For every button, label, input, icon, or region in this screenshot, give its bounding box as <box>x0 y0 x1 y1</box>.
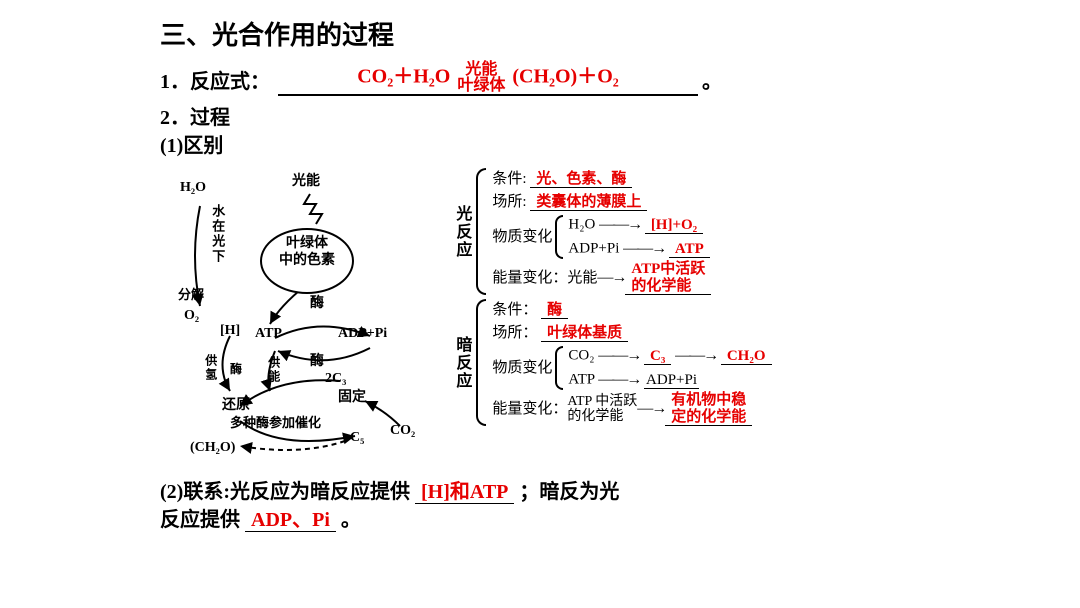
lbl-water-v: 水在光下 <box>208 204 226 264</box>
brace-icon <box>552 213 562 261</box>
lr-cond-lbl: 条件: <box>492 171 526 187</box>
foot-period: 。 <box>341 509 361 531</box>
lr-m2r: ATP <box>669 241 710 258</box>
equation-row: 1．反应式： CO₂＋H₂O 光能 叶绿体 (CH₂O)＋O₂ 。 <box>160 62 960 96</box>
lr-ene-l: 光能 <box>567 267 597 290</box>
foot-l2a: 反应提供 <box>160 509 240 531</box>
dark-title: 暗反应 <box>450 336 472 390</box>
lbl-enzyme-line: 多种酶参加催化 <box>230 414 321 432</box>
lr-mat-lbl: 物质变化 <box>492 226 552 249</box>
foot-l2b: ADP、Pi <box>245 509 336 532</box>
dr-m1r: CH₂O <box>721 348 772 365</box>
lbl-light: 光能 <box>292 172 320 192</box>
relation-line: (2)联系:光反应为暗反应提供 [H]和ATP ；暗反为光 反应提供 ADP、P… <box>160 478 960 534</box>
dr-m2l: ATP <box>568 372 594 388</box>
lbl-fix: 固定 <box>338 388 366 408</box>
eq-lhs: CO₂＋H₂O <box>357 66 450 88</box>
lbl-mei3: 酶 <box>230 361 242 378</box>
dark-reaction-group: 暗反应 条件： 酶 场所： 叶绿体基质 物质变化 CO₂ ——→ C₃ <box>450 299 960 426</box>
lbl-atp: ATP <box>255 324 282 344</box>
dr-ene-r2: 定的化学能 <box>671 409 746 425</box>
light-title: 光反应 <box>450 205 472 259</box>
lbl-co2: CO₂ <box>390 421 415 441</box>
dr-m1l: CO₂ <box>568 348 594 364</box>
lr-m2l: ADP+Pi <box>568 241 619 257</box>
photosynthesis-diagram: H₂O 光能 水在光下 分解 O₂ [H] 叶绿体 中的色素 酶 ATP ADP… <box>160 166 440 466</box>
lbl-h: [H] <box>220 321 240 341</box>
mid-columns: H₂O 光能 水在光下 分解 O₂ [H] 叶绿体 中的色素 酶 ATP ADP… <box>160 166 960 466</box>
dr-cond-lbl: 条件： <box>492 302 537 318</box>
lr-m1r: [H]+O₂ <box>645 217 703 234</box>
brace-icon <box>552 344 562 392</box>
eq-rhs: (CH₂O)＋O₂ <box>512 66 618 88</box>
lbl-split: 分解 <box>178 286 204 304</box>
item2-label: 2．过程 <box>160 104 960 132</box>
foot-l1b: [H]和ATP <box>415 481 514 504</box>
dr-loc-lbl: 场所： <box>492 325 537 341</box>
dr-cond: 酶 <box>541 302 568 319</box>
lbl-c3: 2C₃ <box>325 369 346 389</box>
lr-m1l: H₂O <box>568 217 595 233</box>
item1-label: 1．反应式： <box>160 68 270 96</box>
lbl-gongneng: 供能 <box>265 356 282 384</box>
lbl-gongqing: 供氢 <box>202 354 219 382</box>
lbl-c5: C₅ <box>350 428 364 448</box>
lbl-adppi: ADP+Pi <box>338 324 387 344</box>
eq-top: 光能 <box>457 62 505 78</box>
dr-ene-l2: 的化学能 <box>567 409 623 424</box>
dr-m2r: ADP+Pi <box>644 372 699 389</box>
pigment-oval: 叶绿体 中的色素 <box>260 228 354 294</box>
dr-ene-r1: 有机物中稳 <box>671 392 746 408</box>
page: 三、光合作用的过程 1．反应式： CO₂＋H₂O 光能 叶绿体 (CH₂O)＋O… <box>0 0 1080 534</box>
foot-l1a: (2)联系:光反应为暗反应提供 <box>160 481 410 503</box>
dr-m1m: C₃ <box>644 348 671 365</box>
lr-loc-lbl: 场所: <box>492 194 526 210</box>
brace-icon <box>472 168 484 295</box>
dr-ene-lbl: 能量变化： <box>492 398 567 421</box>
dr-loc: 叶绿体基质 <box>541 325 628 342</box>
lr-ene-r2: 的化学能 <box>631 278 691 294</box>
brace-icon <box>472 299 484 426</box>
lbl-reduce: 还原 <box>222 396 250 416</box>
sub1-label: (1)区别 <box>160 132 960 160</box>
dr-mat-lbl: 物质变化 <box>492 357 552 380</box>
lbl-mei2: 酶 <box>310 352 324 372</box>
reaction-tables: 光反应 条件: 光、色素、酶 场所: 类囊体的薄膜上 物质变化 H₂O ——→ … <box>450 166 960 428</box>
dr-ene-l1: ATP 中活跃 <box>567 394 637 409</box>
section-title: 三、光合作用的过程 <box>160 18 960 54</box>
lr-cond: 光、色素、酶 <box>530 171 632 188</box>
foot-l1c: ；暗反为光 <box>519 481 619 503</box>
lr-loc: 类囊体的薄膜上 <box>530 194 647 211</box>
lbl-ch2o: (CH₂O) <box>190 438 235 458</box>
lr-ene-r1: ATP中活跃 <box>631 261 705 277</box>
lbl-mei1: 酶 <box>310 294 324 314</box>
light-reaction-group: 光反应 条件: 光、色素、酶 场所: 类囊体的薄膜上 物质变化 H₂O ——→ … <box>450 168 960 295</box>
eq-bottom: 叶绿体 <box>457 78 505 94</box>
lr-ene-lbl: 能量变化： <box>492 267 567 290</box>
lbl-o2: O₂ <box>184 306 199 326</box>
lbl-h2o: H₂O <box>180 178 206 198</box>
